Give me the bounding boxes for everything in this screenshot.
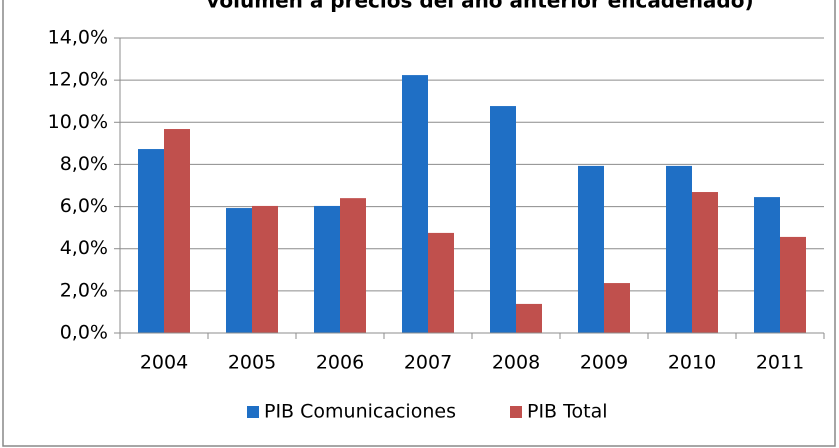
y-tick-label: 2,0%: [60, 279, 108, 301]
bar: [226, 208, 252, 333]
bar: [138, 149, 164, 333]
x-tick-label: 2009: [580, 352, 628, 374]
bar: [490, 106, 516, 333]
y-tick-label: 14,0%: [48, 27, 108, 49]
chart-title: volumen a precios del año anterior encad…: [206, 0, 753, 13]
bar: [252, 205, 278, 333]
x-tick-label: 2005: [228, 352, 276, 374]
legend-label: PIB Comunicaciones: [264, 401, 456, 423]
y-tick-label: 0,0%: [60, 322, 108, 344]
bar: [314, 205, 340, 333]
bar: [428, 232, 454, 333]
x-tick-label: 2007: [404, 352, 452, 374]
x-tick-label: 2010: [668, 352, 716, 374]
legend-swatch: [510, 406, 522, 418]
x-tick-label: 2006: [316, 352, 364, 374]
x-tick-label: 2004: [140, 352, 188, 374]
y-tick-label: 8,0%: [60, 153, 108, 175]
bar: [516, 303, 542, 333]
legend-swatch: [247, 406, 259, 418]
y-tick-label: 12,0%: [48, 69, 108, 91]
legend-label: PIB Total: [527, 401, 608, 423]
bar: [340, 198, 366, 333]
bar: [402, 75, 428, 333]
y-tick-label: 4,0%: [60, 237, 108, 259]
x-tick-label: 2011: [756, 352, 804, 374]
y-tick-label: 10,0%: [48, 111, 108, 133]
bar: [692, 192, 718, 333]
bar: [164, 129, 190, 333]
bar: [780, 236, 806, 333]
bar: [604, 283, 630, 333]
bar: [754, 197, 780, 333]
bar: [578, 165, 604, 333]
x-tick-label: 2008: [492, 352, 540, 374]
y-tick-label: 6,0%: [60, 195, 108, 217]
bar: [666, 165, 692, 333]
